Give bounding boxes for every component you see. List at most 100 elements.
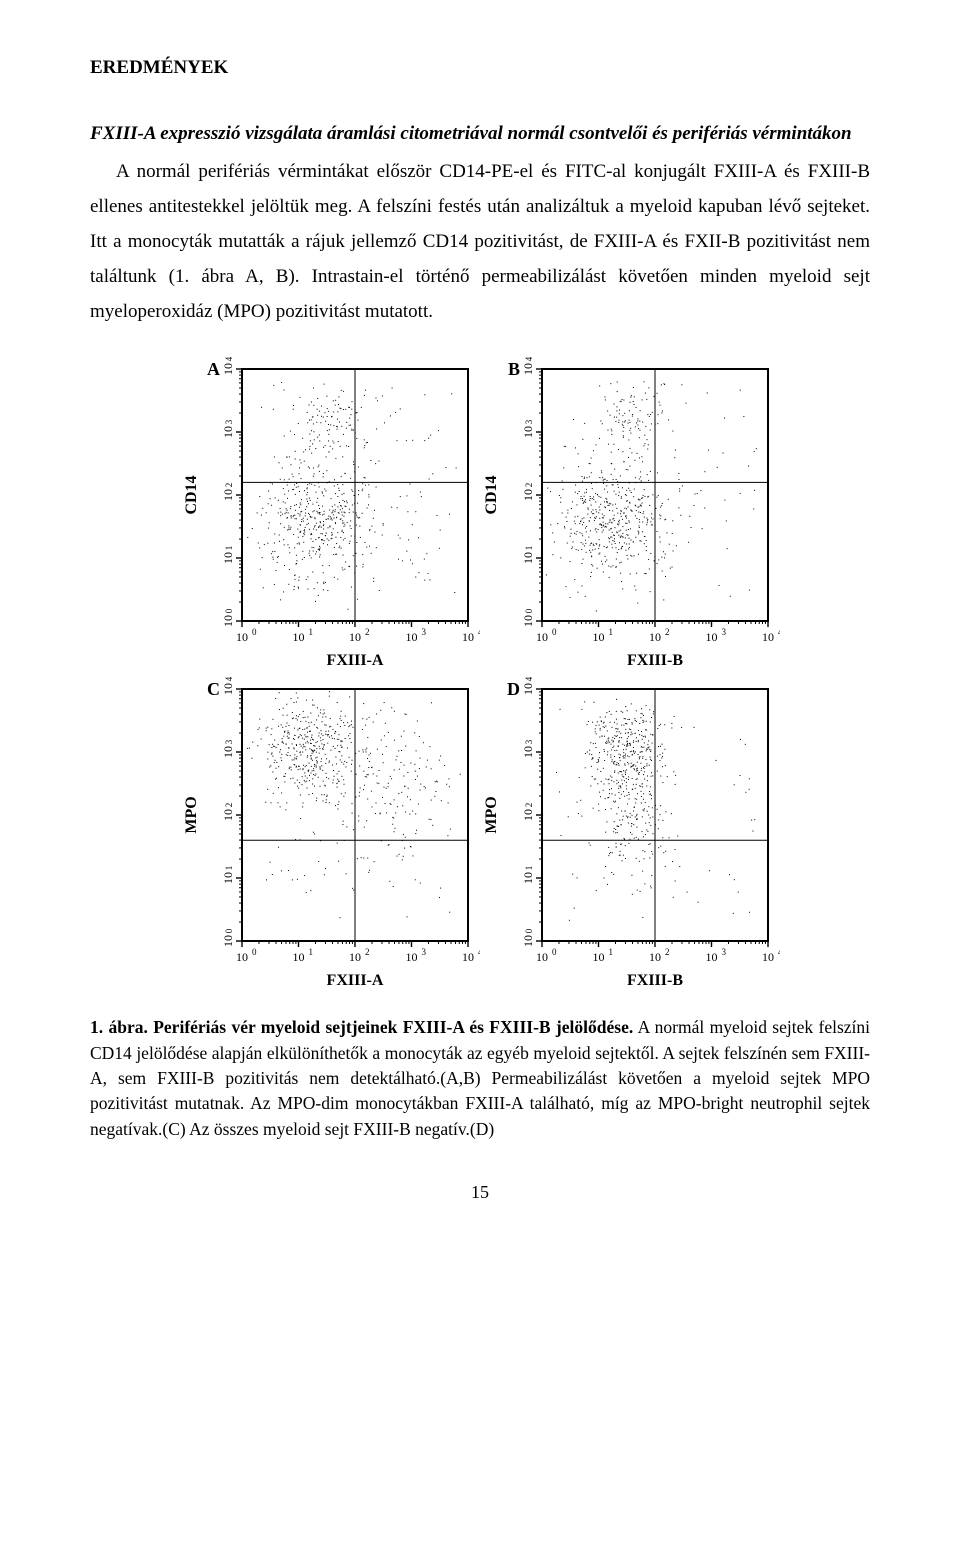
svg-text:10: 10 <box>462 950 474 964</box>
svg-text:3: 3 <box>224 739 234 744</box>
svg-text:10: 10 <box>406 630 418 644</box>
svg-text:3: 3 <box>722 627 727 637</box>
svg-text:1: 1 <box>524 546 534 551</box>
svg-text:10: 10 <box>221 746 235 758</box>
svg-text:2: 2 <box>365 947 370 957</box>
svg-text:3: 3 <box>422 947 427 957</box>
svg-text:4: 4 <box>778 627 780 637</box>
svg-text:1: 1 <box>609 627 614 637</box>
svg-text:10: 10 <box>349 950 361 964</box>
svg-text:0: 0 <box>252 947 257 957</box>
svg-text:10: 10 <box>536 950 548 964</box>
svg-text:MPO: MPO <box>483 797 500 834</box>
svg-text:10: 10 <box>521 683 535 695</box>
svg-text:1: 1 <box>224 546 234 551</box>
svg-text:0: 0 <box>524 608 534 613</box>
svg-text:D: D <box>507 679 520 699</box>
svg-text:0: 0 <box>224 928 234 933</box>
svg-text:0: 0 <box>552 947 557 957</box>
svg-text:10: 10 <box>221 426 235 438</box>
svg-text:10: 10 <box>762 950 774 964</box>
figure-row-top: 100100101101102102103103104104FXIII-ACD1… <box>180 357 780 677</box>
svg-text:2: 2 <box>224 803 234 808</box>
scatter-panel-d: 100100101101102102103103104104FXIII-BMPO… <box>480 677 780 997</box>
svg-text:0: 0 <box>552 627 557 637</box>
svg-text:1: 1 <box>524 866 534 871</box>
svg-text:10: 10 <box>293 950 305 964</box>
svg-text:10: 10 <box>221 489 235 501</box>
svg-text:10: 10 <box>593 950 605 964</box>
svg-text:10: 10 <box>521 872 535 884</box>
svg-text:10: 10 <box>221 935 235 947</box>
svg-text:1: 1 <box>224 866 234 871</box>
svg-text:10: 10 <box>521 363 535 375</box>
figure-caption: 1. ábra. Perifériás vér myeloid sejtjein… <box>90 1015 870 1142</box>
svg-text:10: 10 <box>221 809 235 821</box>
svg-text:FXIII-B: FXIII-B <box>627 972 683 989</box>
svg-text:10: 10 <box>521 489 535 501</box>
svg-text:FXIII-B: FXIII-B <box>627 652 683 669</box>
svg-text:3: 3 <box>524 419 534 424</box>
section-heading: EREDMÉNYEK <box>90 50 870 85</box>
svg-text:FXIII-A: FXIII-A <box>327 972 384 989</box>
svg-text:10: 10 <box>236 630 248 644</box>
svg-text:10: 10 <box>221 615 235 627</box>
svg-text:3: 3 <box>422 627 427 637</box>
svg-text:10: 10 <box>649 950 661 964</box>
svg-text:10: 10 <box>521 935 535 947</box>
svg-text:2: 2 <box>665 947 670 957</box>
svg-text:0: 0 <box>524 928 534 933</box>
scatter-panel-a: 100100101101102102103103104104FXIII-ACD1… <box>180 357 480 677</box>
svg-text:10: 10 <box>221 683 235 695</box>
svg-text:2: 2 <box>224 483 234 488</box>
svg-text:0: 0 <box>224 608 234 613</box>
svg-text:10: 10 <box>762 630 774 644</box>
svg-text:10: 10 <box>221 552 235 564</box>
figure-caption-lead: 1. ábra. Perifériás vér myeloid sejtjein… <box>90 1017 633 1037</box>
svg-text:4: 4 <box>524 677 534 681</box>
scatter-panel-b: 100100101101102102103103104104FXIII-BCD1… <box>480 357 780 677</box>
svg-text:10: 10 <box>706 630 718 644</box>
svg-text:10: 10 <box>236 950 248 964</box>
svg-text:1: 1 <box>309 947 314 957</box>
svg-text:10: 10 <box>221 363 235 375</box>
svg-text:4: 4 <box>224 357 234 361</box>
svg-text:2: 2 <box>524 803 534 808</box>
svg-text:10: 10 <box>521 746 535 758</box>
svg-text:4: 4 <box>224 677 234 681</box>
svg-text:10: 10 <box>349 630 361 644</box>
svg-text:10: 10 <box>521 426 535 438</box>
svg-text:10: 10 <box>521 615 535 627</box>
svg-text:3: 3 <box>722 947 727 957</box>
figure-block: 100100101101102102103103104104FXIII-ACD1… <box>90 357 870 997</box>
svg-text:10: 10 <box>462 630 474 644</box>
svg-text:FXIII-A: FXIII-A <box>327 652 384 669</box>
svg-text:2: 2 <box>665 627 670 637</box>
svg-text:10: 10 <box>649 630 661 644</box>
svg-text:1: 1 <box>309 627 314 637</box>
svg-text:10: 10 <box>521 809 535 821</box>
svg-text:4: 4 <box>778 947 780 957</box>
sub-heading: FXIII-A expresszió vizsgálata áramlási c… <box>90 119 870 149</box>
svg-text:0: 0 <box>252 627 257 637</box>
scatter-panel-c: 100100101101102102103103104104FXIII-AMPO… <box>180 677 480 997</box>
svg-text:CD14: CD14 <box>483 476 500 515</box>
svg-text:10: 10 <box>221 872 235 884</box>
svg-text:2: 2 <box>524 483 534 488</box>
svg-text:10: 10 <box>706 950 718 964</box>
svg-text:C: C <box>207 679 220 699</box>
svg-text:1: 1 <box>609 947 614 957</box>
svg-text:3: 3 <box>224 419 234 424</box>
svg-text:MPO: MPO <box>183 797 200 834</box>
figure-row-bottom: 100100101101102102103103104104FXIII-AMPO… <box>180 677 780 997</box>
page-number: 15 <box>90 1176 870 1209</box>
body-paragraph: A normál perifériás vérmintákat először … <box>90 154 870 330</box>
svg-text:10: 10 <box>536 630 548 644</box>
svg-text:10: 10 <box>593 630 605 644</box>
svg-text:10: 10 <box>293 630 305 644</box>
svg-text:10: 10 <box>406 950 418 964</box>
svg-text:4: 4 <box>524 357 534 361</box>
svg-text:A: A <box>207 359 220 379</box>
svg-text:3: 3 <box>524 739 534 744</box>
svg-text:B: B <box>508 359 520 379</box>
